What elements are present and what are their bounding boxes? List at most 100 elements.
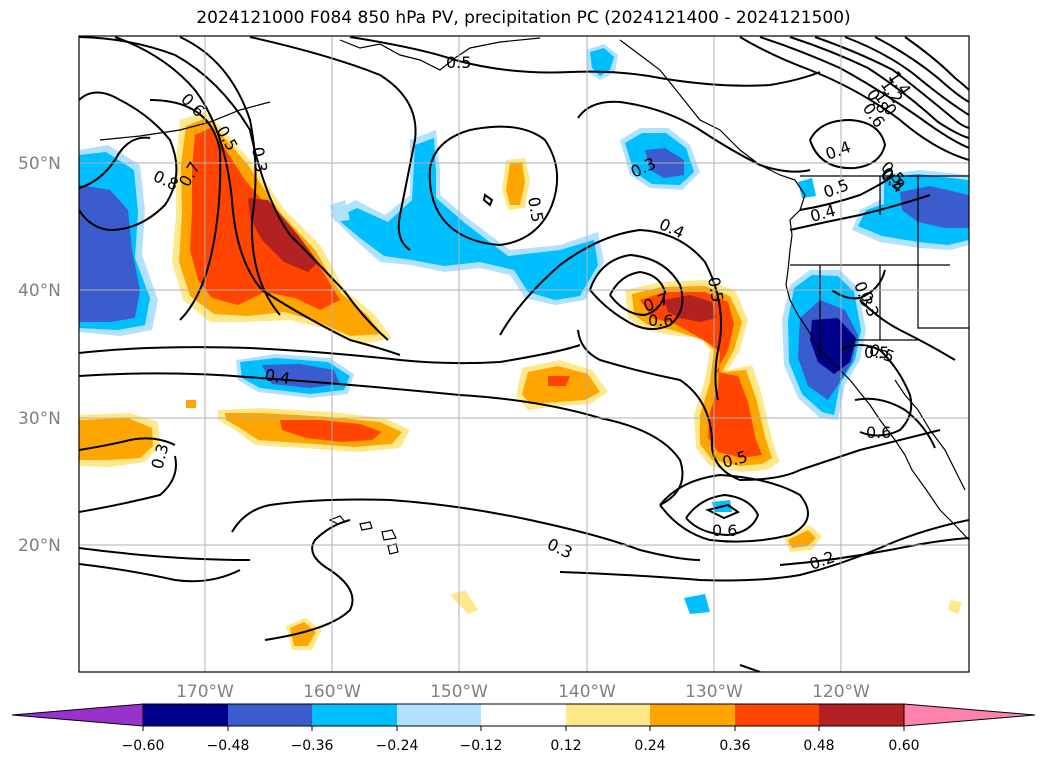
- pv-contour: [79, 455, 177, 513]
- colorbar-tick-label: 0.24: [634, 738, 665, 754]
- pv-contour: [609, 270, 667, 317]
- pv-contour: [231, 498, 701, 561]
- lon-label: 150°W: [430, 682, 488, 702]
- coastline-gulf-california: [894, 379, 966, 491]
- pv-contour: [789, 36, 969, 139]
- pv-contour: [859, 299, 956, 361]
- pv-contour: [79, 437, 176, 451]
- coastline-bc: [789, 179, 806, 236]
- contour-label: 0.6: [648, 311, 673, 330]
- colorbar-segment: [143, 704, 228, 726]
- pv-contour: [79, 344, 581, 365]
- pv-contour: [482, 193, 494, 207]
- pv-contour: [79, 372, 684, 506]
- lon-label: 120°W: [812, 682, 870, 702]
- pv-contour: [79, 136, 151, 189]
- colorbar-segment: [397, 704, 481, 726]
- gridlines: [79, 36, 969, 672]
- coastline-west-us: [785, 234, 871, 406]
- lat-label: 20°N: [18, 536, 61, 556]
- lon-label: 170°W: [176, 682, 234, 702]
- contour-label: 0.5: [446, 53, 471, 72]
- contour-label: 0.3: [248, 145, 271, 173]
- contour-label: 0.6: [866, 423, 891, 442]
- lon-label: 140°W: [558, 682, 616, 702]
- pv-contour: [79, 91, 178, 232]
- pv-contour: [814, 36, 969, 129]
- colorbar-tick-label: −0.24: [376, 738, 419, 754]
- pv-contour: [779, 537, 969, 566]
- coastline-hawaii: [328, 515, 399, 555]
- colorbar-segment: [735, 704, 819, 726]
- colorbar-tick-label: 0.12: [550, 738, 581, 754]
- colorbar-extend-low: [11, 703, 144, 727]
- colorbar-tick-label: −0.12: [460, 738, 503, 754]
- lon-label: 130°W: [685, 682, 743, 702]
- pv-contour: [79, 547, 251, 561]
- pv-contour: [577, 100, 811, 173]
- coastline-aleutians: [99, 101, 271, 141]
- contour-label: 0.4: [263, 365, 291, 388]
- contour-label: 0.6: [712, 521, 737, 540]
- colorbar-frame: [142, 703, 905, 727]
- colorbar-tick-label: 0.60: [888, 738, 919, 754]
- colorbar-segment: [481, 704, 566, 726]
- pv-contour: [79, 563, 241, 583]
- pv-contour: [499, 228, 722, 401]
- pv-contour: [844, 36, 969, 116]
- pv-contour: [705, 503, 741, 520]
- pv-contour: [739, 664, 761, 672]
- pv-contour: [559, 519, 969, 582]
- pv-contour: [904, 36, 969, 91]
- coastline-alaska: [339, 37, 541, 71]
- pv-contour: [839, 344, 913, 437]
- pv-contour: [264, 519, 354, 641]
- pv-contour: [854, 397, 936, 449]
- coastline-baja: [869, 404, 969, 541]
- contour-label: 0.5: [864, 343, 889, 362]
- pv-contour: [179, 36, 281, 316]
- pv-contour: [79, 36, 389, 341]
- colorbar-segment: [650, 704, 735, 726]
- colorbar-segment: [819, 704, 904, 726]
- colorbar-tick-label: −0.60: [122, 738, 165, 754]
- pv-contour: [799, 429, 941, 471]
- lat-label: 50°N: [18, 154, 61, 174]
- colorbar-extend-high: [903, 703, 1036, 727]
- colorbar-segment: [566, 704, 650, 726]
- map-title: 2024121000 F084 850 hPa PV, precipitatio…: [196, 8, 851, 28]
- pv-contour: [428, 125, 559, 247]
- border-states: [790, 176, 969, 360]
- pv-contour: [349, 36, 821, 87]
- pv-contours: [79, 36, 969, 672]
- pv-contour: [759, 36, 969, 149]
- longitude-labels: 170°W 160°W 150°W 140°W 130°W 120°W: [176, 682, 870, 702]
- pv-contour: [789, 194, 931, 231]
- plot-frame: [78, 35, 970, 673]
- colorbar-tick-label: 0.36: [719, 738, 750, 754]
- pv-contour: [874, 36, 969, 103]
- pv-contour: [831, 269, 886, 300]
- coastline-alaska-panhandle: [619, 39, 796, 181]
- pv-contour: [577, 329, 801, 482]
- pv-contour: [114, 36, 401, 356]
- lat-label: 40°N: [18, 281, 61, 301]
- lon-label: 160°W: [303, 682, 361, 702]
- pv-contour: [589, 253, 684, 330]
- plot-area: 0.5 0.6 0.5 0.3 0.7 0.8 0.5 0.3 0.4 0.5 …: [79, 36, 969, 672]
- contour-label: 0.5: [524, 195, 547, 223]
- colorbar-tick-label: 0.48: [803, 738, 834, 754]
- colorbar: −0.60 −0.48 −0.36 −0.24 −0.12 0.12 0.24 …: [11, 703, 1036, 754]
- colorbar-segment: [312, 704, 397, 726]
- pv-contour: [809, 118, 887, 170]
- colorbar-tick-label: −0.36: [291, 738, 334, 754]
- pv-contour: [249, 36, 417, 251]
- colorbar-segment: [228, 704, 312, 726]
- coastlines: [99, 37, 969, 555]
- latitude-labels: 50°N 40°N 30°N 20°N: [18, 154, 61, 556]
- contour-label: 0.5: [704, 275, 727, 303]
- pv-contour: [799, 174, 896, 211]
- pv-contour: [739, 36, 969, 161]
- colorbar-tick-label: −0.48: [207, 738, 250, 754]
